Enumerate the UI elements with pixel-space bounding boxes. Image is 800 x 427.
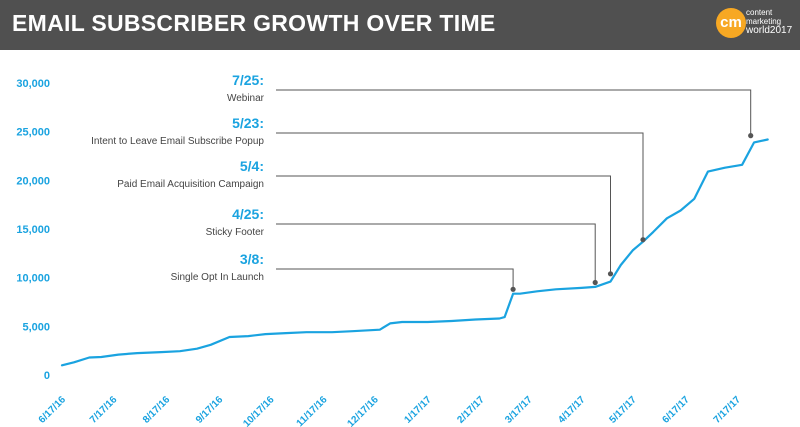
x-tick-label: 7/17/17 — [712, 394, 744, 426]
x-tick-label: 1/17/17 — [402, 394, 434, 426]
annotations: 7/25: Webinar 5/23: Intent to Leave Email S… — [91, 72, 754, 292]
annotation-text: Sticky Footer — [206, 227, 265, 238]
x-tick-label: 7/17/16 — [88, 394, 120, 426]
x-tick-label: 9/17/16 — [194, 394, 226, 426]
subscriber-growth-chart: 0 5,000 10,000 15,000 20,000 25,000 30,000 6/1… — [16, 72, 769, 427]
x-axis: 6/17/16 7/17/16 8/17/16 9/17/16 10/17/16 11/1… — [37, 394, 744, 427]
logo-text-line3: world2017 — [746, 25, 793, 36]
annotation-text: Webinar — [227, 93, 265, 104]
logo-text-line1: content — [746, 8, 773, 17]
x-tick-label: 8/17/16 — [141, 394, 173, 426]
annotation-date: 5/23: — [232, 115, 264, 131]
series-line — [60, 138, 769, 367]
annotation-leaders — [276, 89, 752, 290]
y-tick-label: 0 — [44, 370, 50, 382]
y-tick-label: 25,000 — [16, 127, 50, 139]
chart-title: EMAIL SUBSCRIBER GROWTH OVER TIME — [12, 10, 496, 36]
x-tick-label: 6/17/16 — [37, 394, 69, 426]
plot-area — [60, 138, 769, 367]
x-tick-label: 10/17/16 — [241, 394, 277, 427]
annotation-leader-line — [276, 89, 752, 136]
y-tick-label: 30,000 — [16, 78, 50, 90]
annotation-leader-line — [276, 223, 596, 283]
annotation-text: Paid Email Acquisition Campaign — [117, 179, 264, 190]
title-bar: EMAIL SUBSCRIBER GROWTH OVER TIME cm con… — [0, 0, 800, 50]
annotation-marker — [607, 271, 614, 277]
x-tick-label: 3/17/17 — [503, 394, 535, 426]
annotation-text: Single Opt In Launch — [171, 272, 264, 283]
annotation-date: 7/25: — [232, 72, 264, 88]
x-tick-label: 4/17/17 — [556, 394, 588, 426]
content-marketing-world-logo: cm content marketing world2017 — [716, 5, 796, 45]
annotation-date: 4/25: — [232, 206, 264, 222]
y-tick-label: 10,000 — [16, 273, 50, 285]
annotation-marker — [592, 279, 598, 286]
annotation-date: 3/8: — [240, 251, 264, 267]
annotation-leader-line — [276, 268, 514, 290]
y-axis: 0 5,000 10,000 15,000 20,000 25,000 30,000 — [16, 78, 50, 382]
annotation-leader-line — [276, 175, 611, 274]
x-tick-label: 11/17/16 — [295, 394, 330, 427]
logo-text-line2: marketing — [746, 17, 782, 26]
annotation-leader-line — [276, 132, 644, 240]
annotation-text: Intent to Leave Email Subscribe Popup — [91, 136, 264, 147]
annotation-date: 5/4: — [240, 158, 264, 174]
annotation-marker — [748, 133, 754, 139]
y-tick-label: 15,000 — [16, 224, 50, 236]
x-tick-label: 6/17/17 — [660, 394, 692, 426]
y-tick-label: 20,000 — [16, 175, 50, 187]
x-tick-label: 12/17/16 — [346, 394, 382, 427]
annotation-marker — [510, 286, 516, 292]
annotation-marker — [640, 237, 646, 243]
logo-badge: cm — [716, 8, 746, 38]
x-tick-label: 2/17/17 — [455, 394, 487, 426]
y-tick-label: 5,000 — [22, 321, 50, 333]
x-tick-label: 5/17/17 — [607, 394, 639, 426]
